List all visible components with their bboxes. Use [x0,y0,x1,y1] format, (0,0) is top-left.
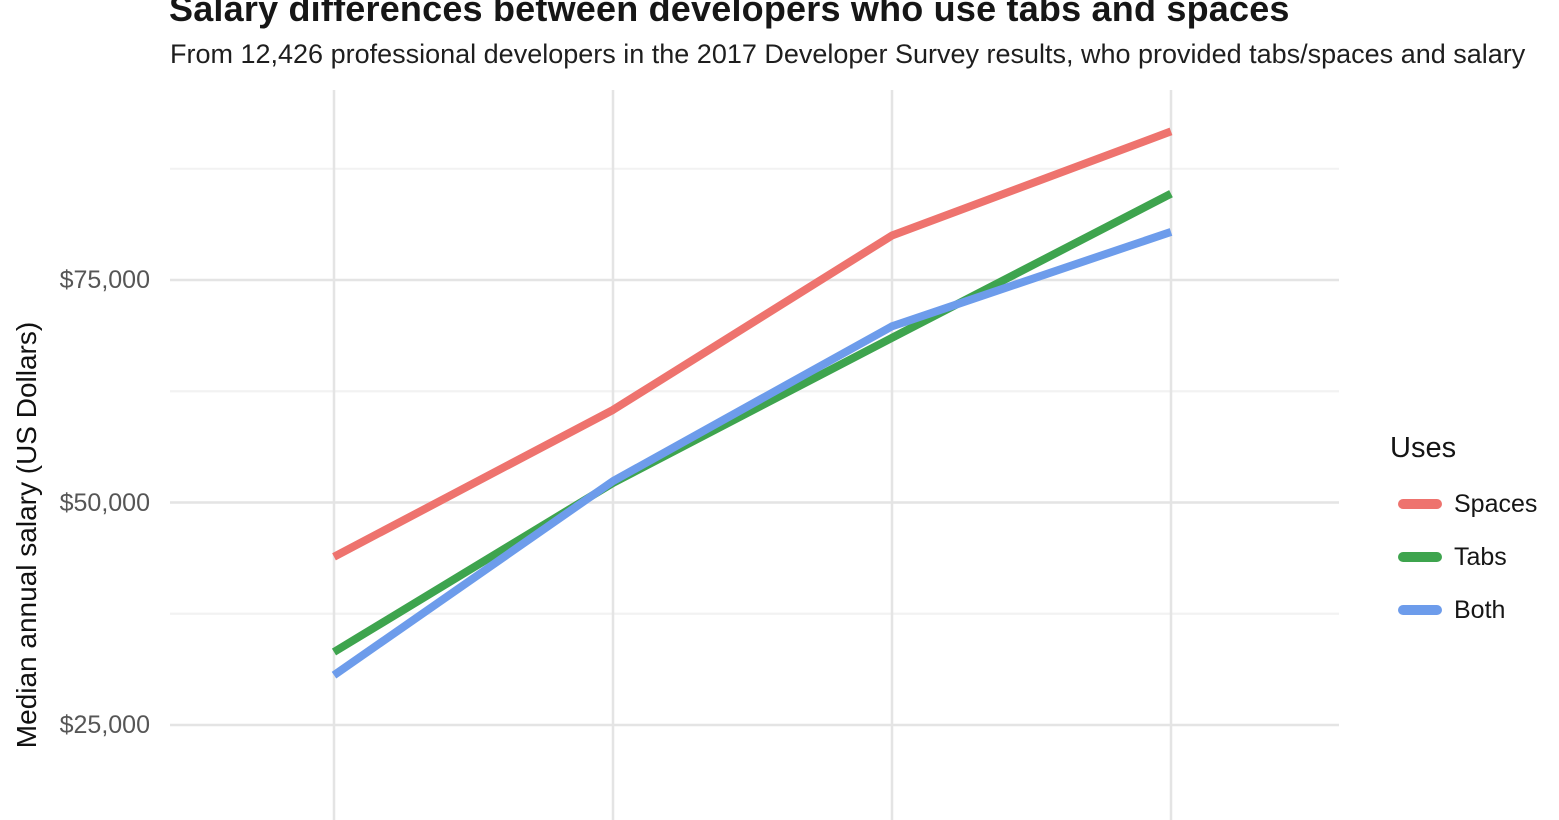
data-series-lines [331,127,1173,679]
legend: Uses Spaces Tabs Both [1390,430,1537,632]
major-gridlines [170,90,1339,820]
tabs-line-swatch [1398,552,1442,562]
plot-area [170,90,1339,820]
both-line-swatch [1398,605,1442,615]
y-tick-label-25000: $25,000 [59,711,150,739]
legend-title: Uses [1390,432,1457,464]
spaces-line-swatch [1398,499,1442,509]
legend-label-tabs: Tabs [1454,542,1507,571]
legend-label-both: Both [1454,595,1506,624]
legend-label-spaces: Spaces [1454,489,1538,518]
y-tick-label-75000: $75,000 [59,266,150,294]
legend-item-both: Both [1390,588,1537,632]
legend-item-spaces: Spaces [1390,482,1537,526]
chart-title: Salary differences between developers wh… [169,0,1290,29]
minor-gridlines [170,167,1339,615]
chart-subtitle: From 12,426 professional developers in t… [170,39,1526,69]
legend-item-tabs: Tabs [1390,535,1537,579]
y-tick-label-50000: $50,000 [59,489,150,517]
